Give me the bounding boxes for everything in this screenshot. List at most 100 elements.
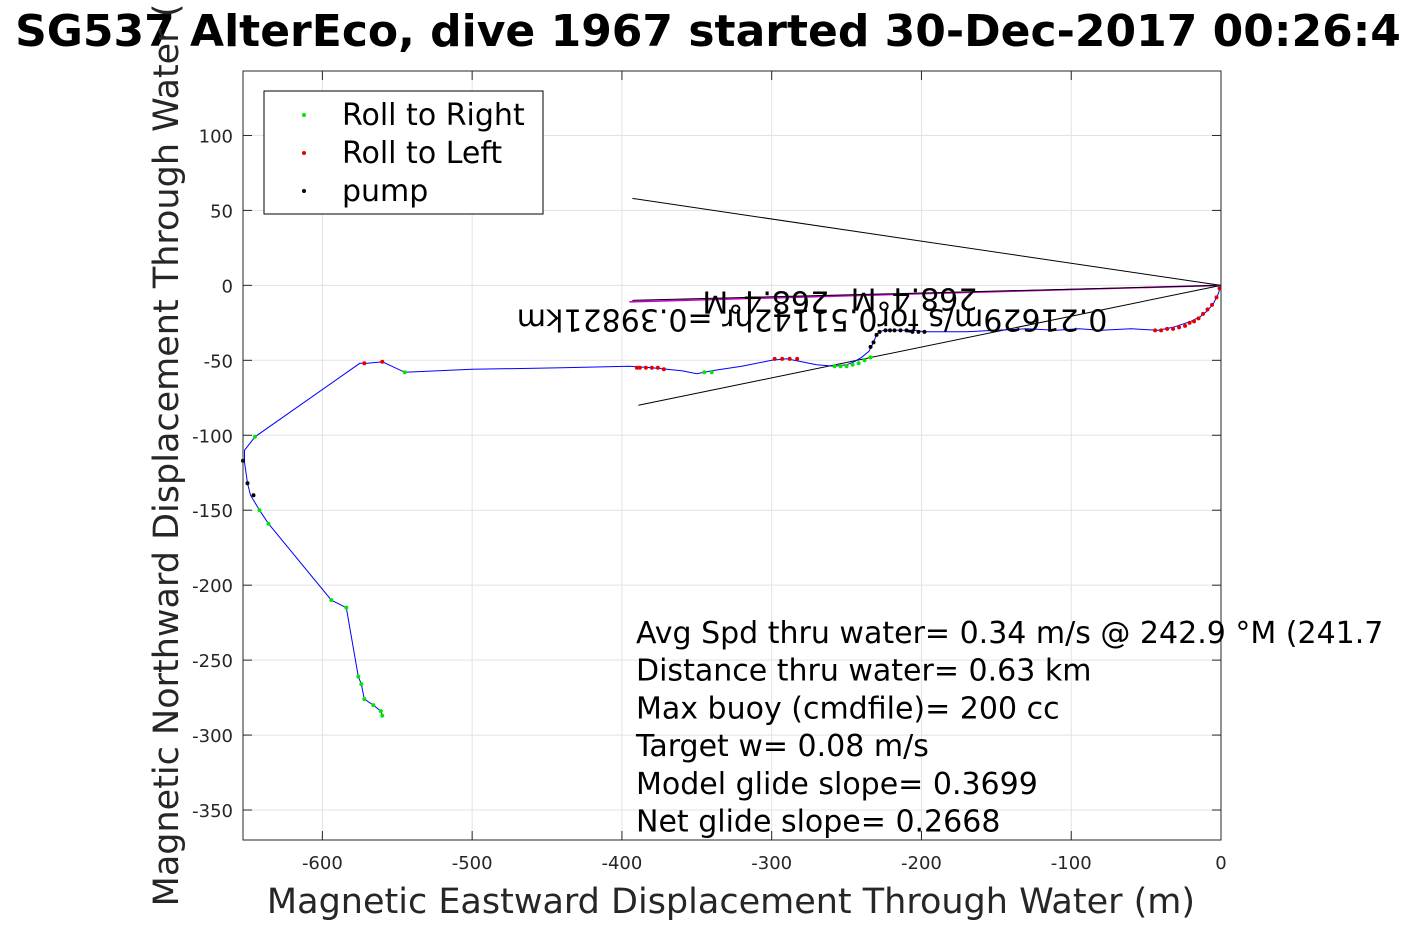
- info-line: Avg Spd thru water= 0.34 m/s @ 242.9 °M …: [636, 616, 1383, 651]
- roll-left-point: [795, 356, 800, 361]
- roll-right-point: [868, 355, 873, 360]
- roll-left-point: [1171, 326, 1176, 331]
- roll-left-point: [1192, 319, 1197, 324]
- glider-track-line: [244, 285, 1222, 716]
- pump-point: [888, 328, 893, 333]
- roll-left-point: [643, 365, 648, 370]
- roll-left-point: [772, 356, 777, 361]
- roll-left-point: [1201, 311, 1206, 316]
- legend: Roll to Right Roll to Left pump: [263, 90, 544, 215]
- legend-box: [263, 90, 544, 215]
- roll-right-point: [832, 364, 837, 369]
- x-tick-label: -600: [302, 853, 343, 874]
- cone-lower-line: [638, 284, 1222, 406]
- roll-left-point: [1165, 326, 1170, 331]
- reference-lines: [629, 197, 1222, 406]
- pump-point: [877, 329, 882, 334]
- info-line: Target w= 0.08 m/s: [635, 729, 929, 764]
- roll-right-point: [266, 521, 271, 526]
- roll-right-point: [257, 508, 262, 513]
- y-tick-label: -200: [192, 576, 233, 597]
- roll-right-point: [850, 362, 855, 367]
- info-line: Model glide slope= 0.3699: [636, 767, 1038, 802]
- pump-point: [883, 328, 888, 333]
- roll-right-point: [356, 674, 361, 679]
- roll-left-point: [1183, 323, 1188, 328]
- pump-point: [910, 329, 915, 334]
- roll-left-point: [780, 356, 785, 361]
- pump-point: [916, 329, 921, 334]
- y-tick-label: 100: [199, 126, 233, 147]
- roll-left-point: [1210, 302, 1215, 307]
- roll-left-point: [1159, 328, 1164, 333]
- chart-title: SG537 AlterEco, dive 1967 started 30-Dec…: [15, 6, 1401, 57]
- x-tick-label: 0: [1215, 853, 1226, 874]
- axis-ticks: -600 -500 -400 -300 -200 -100 0 100 50 0 -50 -100 -1…: [192, 71, 1227, 874]
- pump-point: [871, 340, 876, 345]
- y-tick-label: -250: [192, 651, 233, 672]
- roll-right-point: [359, 682, 364, 687]
- roll-right-point: [862, 358, 867, 363]
- roll-right-point: [702, 370, 707, 375]
- legend-label-roll-left: Roll to Left: [342, 136, 502, 171]
- legend-marker-roll-right: [302, 113, 306, 117]
- roll-right-point: [402, 370, 407, 375]
- info-line: Net glide slope= 0.2668: [636, 805, 1000, 840]
- x-tick-label: -300: [751, 853, 792, 874]
- x-tick-label: -100: [1051, 853, 1092, 874]
- pump-point: [868, 344, 873, 349]
- pump-point: [898, 328, 903, 333]
- y-tick-label: 50: [210, 201, 233, 222]
- roll-left-point: [787, 356, 792, 361]
- legend-label-pump: pump: [342, 174, 428, 209]
- roll-right-point: [344, 605, 349, 610]
- track-layer: [244, 285, 1222, 716]
- pump-point: [922, 329, 927, 334]
- roll-left-point: [655, 365, 660, 370]
- roll-right-point: [252, 434, 257, 439]
- y-tick-label: -100: [192, 426, 233, 447]
- roll-left-point: [380, 359, 385, 364]
- roll-left-point: [1187, 320, 1192, 325]
- cone-upper-line: [632, 197, 1222, 286]
- roll-left-point: [1205, 307, 1210, 312]
- x-tick-label: -200: [901, 853, 942, 874]
- pump-point: [892, 328, 897, 333]
- roll-right-point: [844, 364, 849, 369]
- roll-left-point: [362, 361, 367, 366]
- roll-right-point: [856, 361, 861, 366]
- pump-point: [904, 328, 909, 333]
- roll-right-point: [380, 713, 385, 718]
- flipped-annotation: 268.4°M: [702, 283, 829, 318]
- info-text-block: Avg Spd thru water= 0.34 m/s @ 242.9 °M …: [635, 616, 1383, 840]
- y-tick-label: 0: [222, 276, 233, 297]
- roll-right-point: [378, 709, 383, 714]
- roll-right-point: [362, 697, 367, 702]
- roll-left-point: [661, 367, 666, 372]
- pump-point: [245, 481, 250, 486]
- roll-right-point: [371, 703, 376, 708]
- y-tick-label: -150: [192, 501, 233, 522]
- flipped-annotation: 0.21629m/s for0.51142hr =0.39821km: [517, 301, 1108, 336]
- y-axis-label: Magnetic Northward Displacement Through …: [147, 4, 187, 907]
- x-axis-label: Magnetic Eastward Displacement Through W…: [267, 882, 1195, 922]
- y-tick-label: -350: [192, 801, 233, 822]
- roll-left-point: [649, 365, 654, 370]
- pump-point: [874, 332, 879, 337]
- pump-point: [251, 493, 256, 498]
- roll-left-point: [637, 365, 642, 370]
- x-tick-label: -500: [452, 853, 493, 874]
- cone-center-line: [632, 284, 1222, 301]
- points-layer: [241, 286, 1222, 718]
- legend-marker-pump: [302, 189, 306, 193]
- roll-right-point: [709, 370, 714, 375]
- roll-left-point: [1214, 295, 1219, 300]
- x-tick-label: -400: [601, 853, 642, 874]
- roll-right-point: [329, 598, 334, 603]
- y-tick-label: -300: [192, 726, 233, 747]
- roll-left-point: [1177, 325, 1182, 330]
- info-line: Max buoy (cmdfile)= 200 cc: [636, 691, 1060, 726]
- legend-marker-roll-left: [302, 151, 306, 155]
- y-tick-label: -50: [204, 351, 233, 372]
